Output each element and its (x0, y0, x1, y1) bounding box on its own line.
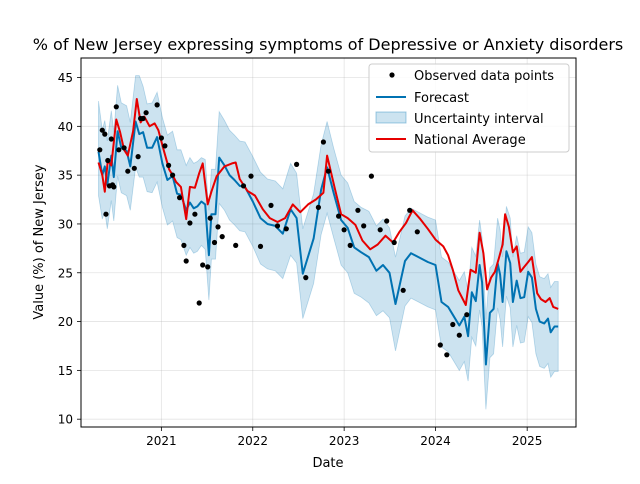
observed-point (400, 287, 406, 293)
observed-point (211, 239, 218, 246)
observed-point (162, 143, 168, 149)
observed-point (207, 215, 213, 221)
observed-point (414, 229, 420, 235)
y-axis: 10 15 20 25 30 35 40 45 (58, 71, 81, 427)
observed-point (181, 242, 187, 248)
observed-point (341, 227, 347, 233)
observed-point (355, 207, 361, 213)
observed-point (166, 162, 172, 168)
legend-uncertainty-swatch (375, 111, 407, 124)
observed-point (368, 173, 374, 179)
observed-point (97, 147, 103, 153)
observed-point (315, 204, 321, 210)
observed-point (336, 213, 342, 219)
chart-title: % of New Jersey expressing symptoms of D… (33, 35, 624, 54)
observed-point (248, 173, 254, 179)
x-tick-label: 2025 (512, 434, 543, 448)
forecast-line (97, 120, 559, 366)
x-axis: 2021 2022 2023 2024 2025 (146, 427, 542, 448)
observed-point (105, 157, 111, 164)
observed-point (347, 242, 353, 248)
observed-point (200, 262, 206, 268)
observed-point (437, 342, 443, 348)
legend-observed-label: Observed data points (414, 69, 554, 84)
observed-point (233, 242, 239, 248)
uncertainty-band-layer (98, 75, 559, 410)
observed-point (377, 227, 383, 233)
legend-national-label: National Average (414, 133, 526, 148)
observed-point (125, 168, 131, 174)
observed-point (183, 258, 189, 264)
observed-point (170, 172, 176, 178)
observed-point (450, 321, 456, 328)
observed-point (140, 115, 146, 122)
observed-point (187, 220, 193, 226)
y-tick-label: 30 (58, 217, 73, 231)
observed-point (257, 243, 264, 249)
y-axis-label: Value (%) of New Jersey (32, 164, 47, 320)
observed-points-layer (97, 102, 470, 358)
observed-point (177, 195, 183, 201)
y-tick-label: 15 (58, 364, 73, 378)
observed-point (219, 234, 225, 240)
x-tick-label: 2023 (329, 434, 360, 448)
uncertainty-band (98, 75, 559, 410)
observed-point (143, 110, 149, 116)
observed-point (121, 145, 127, 151)
legend-forecast-label: Forecast (414, 91, 469, 106)
observed-point (240, 183, 247, 189)
legend-uncertainty-label: Uncertainty interval (414, 112, 544, 127)
observed-point (294, 161, 300, 167)
x-axis-label: Date (312, 456, 343, 471)
observed-point (135, 154, 141, 160)
observed-point (154, 102, 160, 108)
observed-point (361, 223, 367, 229)
observed-point (113, 104, 119, 110)
x-tick-label: 2021 (146, 434, 177, 448)
observed-point (456, 332, 462, 338)
plot-frame (80, 57, 577, 428)
observed-point (116, 147, 122, 153)
x-tick-label: 2024 (420, 434, 451, 448)
y-tick-label: 40 (58, 120, 73, 134)
observed-point (407, 207, 413, 213)
observed-point (108, 136, 114, 142)
observed-point (196, 300, 202, 306)
legend-observed-marker (389, 72, 395, 78)
y-tick-label: 25 (58, 266, 73, 280)
forecast-layer (97, 120, 559, 366)
observed-point (391, 239, 397, 246)
observed-point (205, 264, 211, 270)
observed-point (158, 135, 164, 141)
national-average-layer (97, 98, 559, 310)
observed-point (215, 224, 221, 230)
plot-area (80, 57, 577, 428)
observed-point (192, 211, 198, 217)
legend: Observed data points Forecast Uncertaint… (368, 63, 570, 153)
observed-point (320, 139, 326, 145)
observed-point (102, 131, 108, 137)
y-tick-label: 35 (58, 169, 73, 183)
y-tick-label: 10 (58, 413, 73, 427)
legend-box (368, 63, 570, 153)
observed-point (99, 127, 105, 133)
observed-point (283, 226, 289, 232)
y-tick-label: 45 (58, 71, 73, 85)
observed-point (384, 218, 390, 224)
observed-point (274, 223, 281, 229)
national-average-line (97, 98, 559, 310)
observed-point (131, 165, 137, 171)
observed-point (464, 312, 470, 318)
observed-point (111, 184, 117, 190)
observed-point (268, 202, 274, 208)
y-tick-label: 20 (58, 315, 73, 329)
observed-point (325, 168, 331, 174)
observed-point (444, 352, 450, 358)
x-tick-label: 2022 (237, 434, 268, 448)
observed-point (303, 275, 309, 281)
observed-point (103, 211, 109, 217)
